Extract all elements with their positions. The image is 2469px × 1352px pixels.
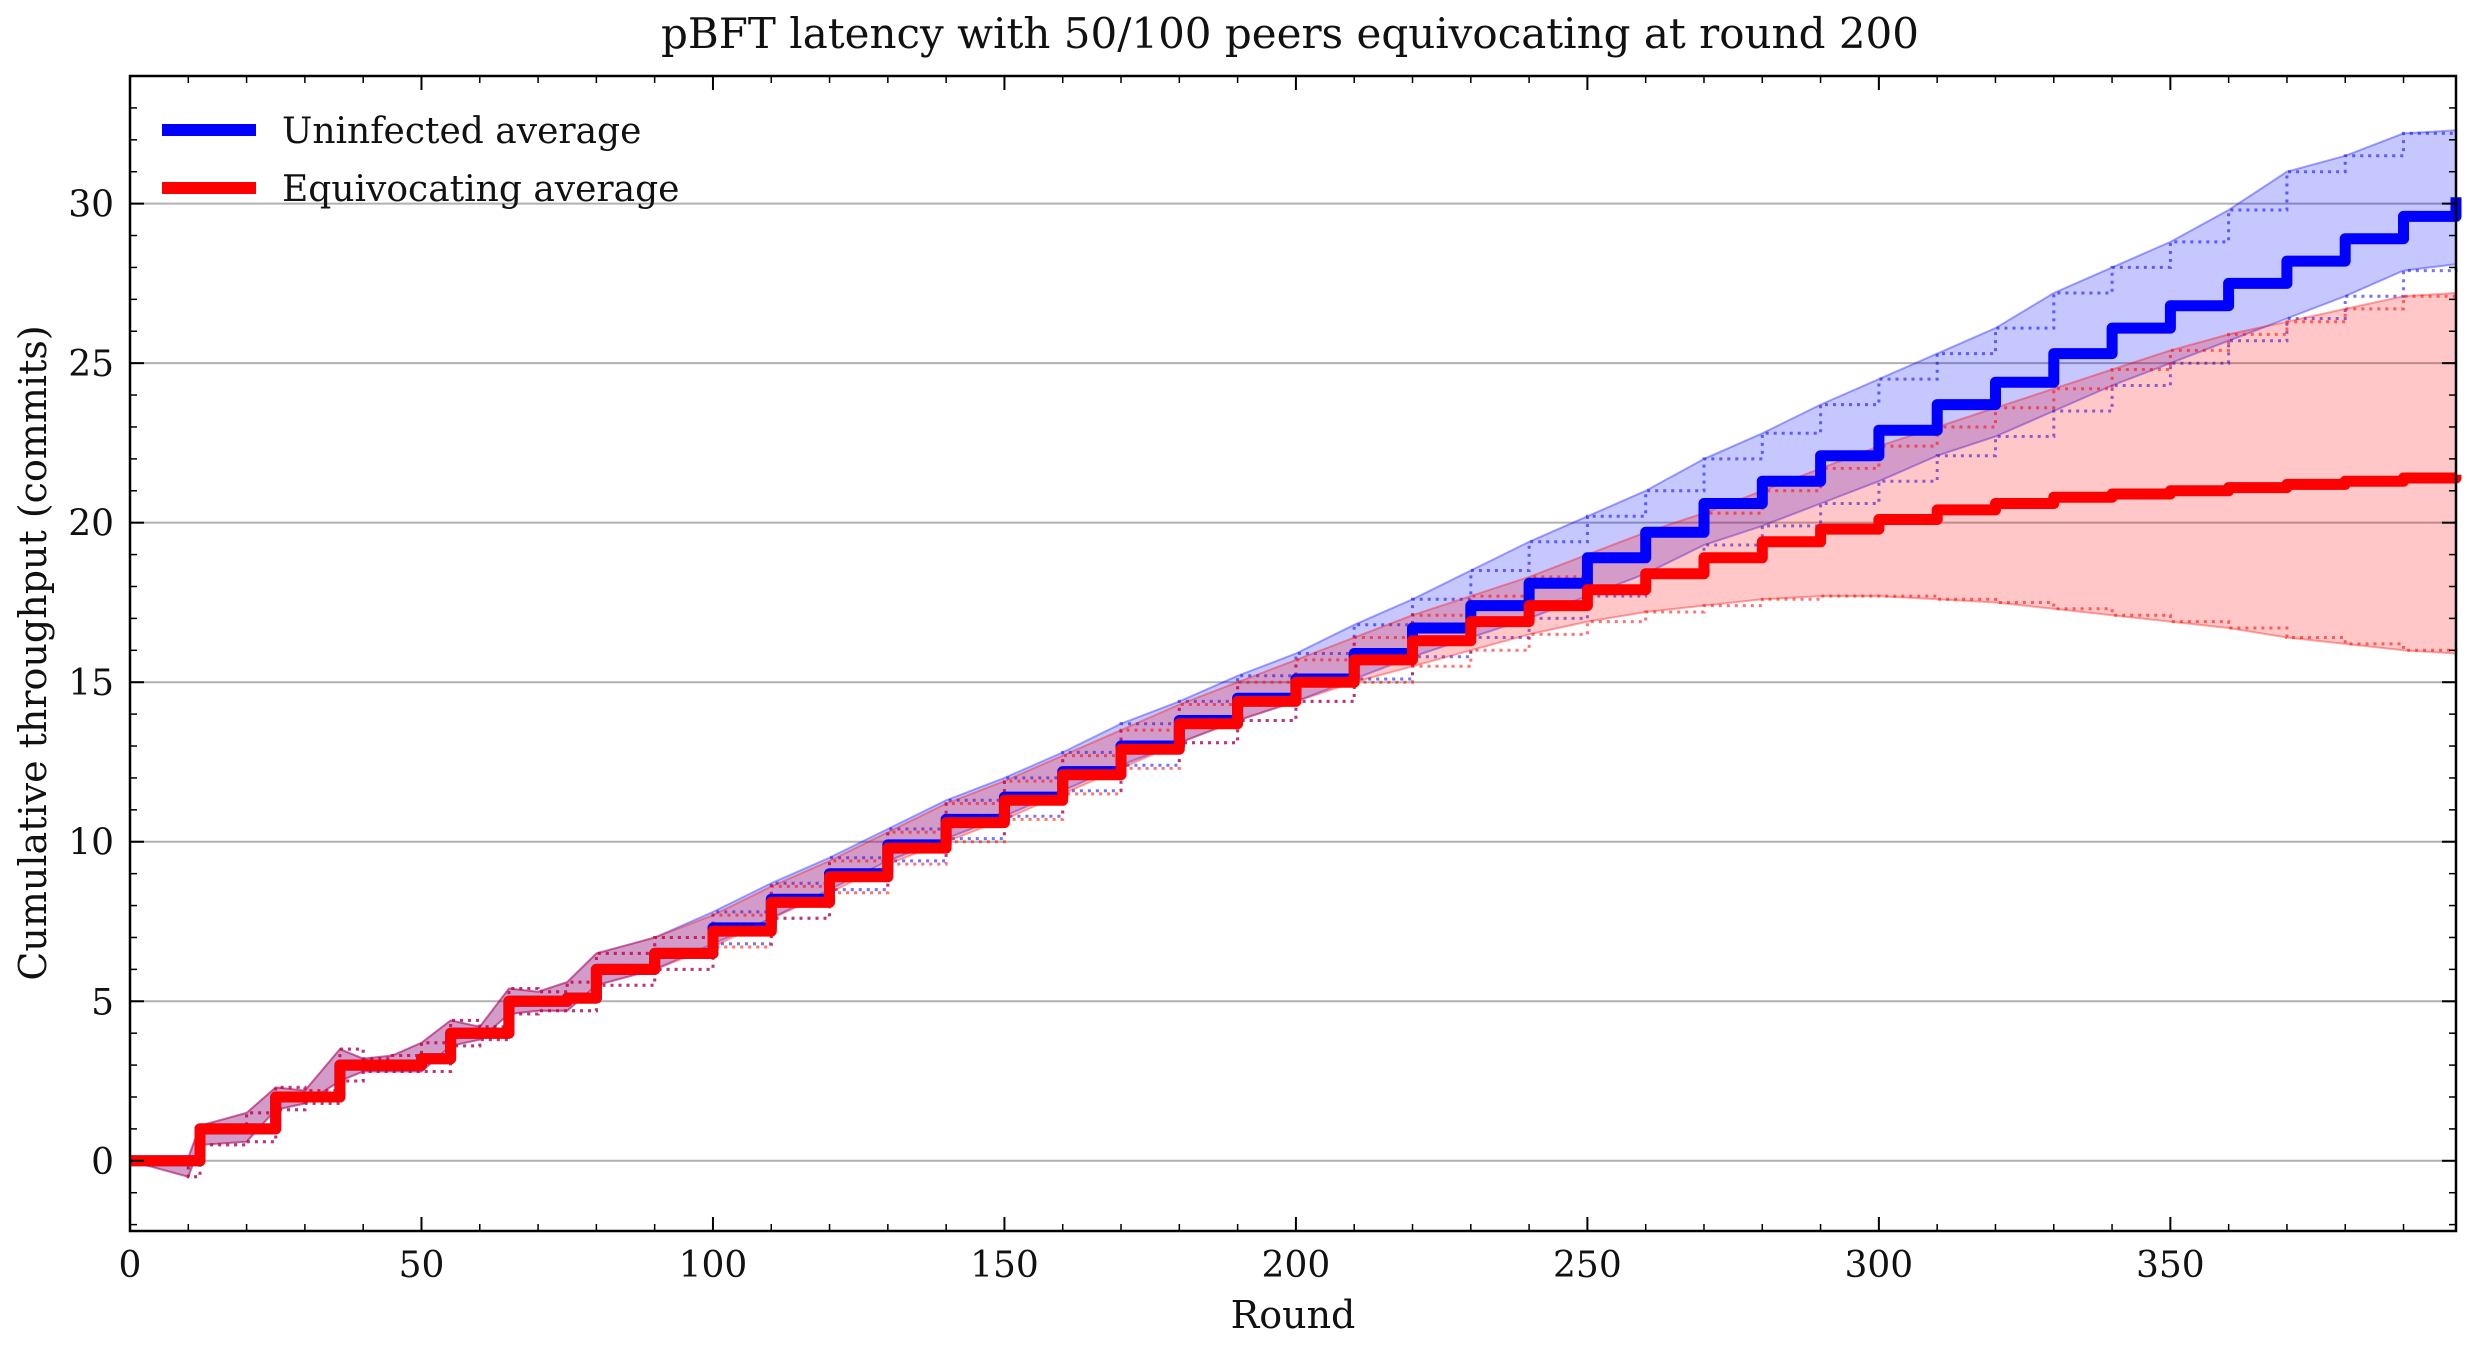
y-tick-label: 30 (68, 185, 114, 226)
y-axis-label: Cumulative throughput (commits) (11, 325, 55, 980)
legend: Uninfected average Equivocating average (162, 111, 679, 210)
x-tick-label: 200 (1262, 1245, 1331, 1286)
y-tick-label: 10 (68, 823, 114, 864)
y-tick-label: 15 (68, 663, 114, 704)
x-tick-label: 150 (970, 1245, 1039, 1286)
y-tick-label: 25 (68, 344, 114, 385)
y-tick-label: 20 (68, 504, 114, 545)
x-tick-label: 250 (1553, 1245, 1622, 1286)
x-axis-label: Round (1231, 1293, 1356, 1337)
x-tick-label: 350 (2136, 1245, 2205, 1286)
axis-ticks: 0 50 100 150 200 250 300 350 0 5 10 15 20 25 30 (68, 76, 2456, 1286)
x-tick-label: 0 (119, 1245, 142, 1286)
x-tick-label: 50 (399, 1245, 445, 1286)
x-tick-label: 100 (679, 1245, 748, 1286)
y-tick-label: 0 (91, 1142, 114, 1183)
y-tick-label: 5 (91, 982, 114, 1023)
legend-label-equivocating: Equivocating average (282, 169, 679, 210)
chart-title: pBFT latency with 50/100 peers equivocat… (661, 9, 1919, 58)
x-tick-label: 300 (1845, 1245, 1914, 1286)
legend-label-uninfected: Uninfected average (282, 111, 641, 152)
plot-frame (128, 74, 2458, 1233)
series-line-equivocating (130, 472, 2462, 1167)
series-lines (130, 197, 2462, 1167)
